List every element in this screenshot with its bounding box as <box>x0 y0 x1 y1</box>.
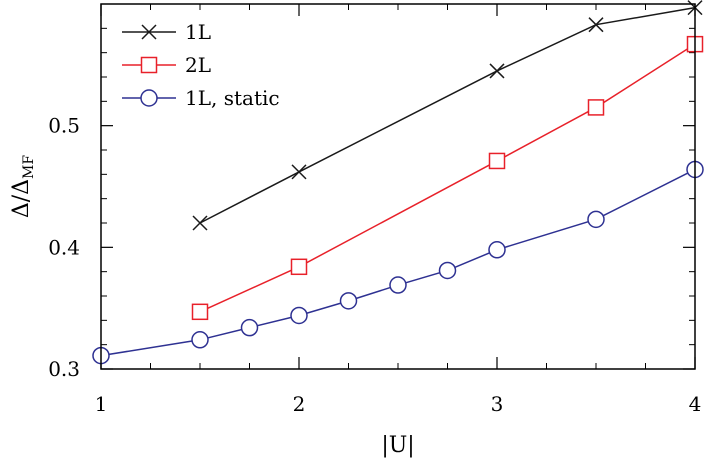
data-point-1l-stroke-b <box>192 215 208 231</box>
data-point-1l-static <box>339 292 358 310</box>
data-point-1l <box>588 17 604 33</box>
data-point-2l <box>587 99 605 116</box>
x-tick-label: 4 <box>689 392 702 416</box>
legend: 1L 2L 1L, static <box>122 20 280 110</box>
data-point-2l <box>290 258 308 276</box>
series-line-1l-static <box>100 168 696 357</box>
data-point-1l-stroke-b <box>588 17 604 33</box>
legend-marker-1l-stroke-b <box>141 24 157 40</box>
series-1l <box>192 0 703 231</box>
data-point-1l <box>489 63 505 79</box>
data-point-1l-static <box>587 210 605 229</box>
data-point-1l-stroke-b <box>489 63 505 79</box>
data-point-1l <box>291 164 307 180</box>
series-layer <box>92 0 704 365</box>
data-point-1l-static <box>191 331 209 349</box>
data-point-1l-static <box>240 318 259 337</box>
data-point-1l-static <box>488 241 506 259</box>
legend-marker-1l <box>141 24 157 40</box>
x-axis-label: |U| <box>381 433 414 458</box>
legend-item-2l: 2L <box>122 53 211 77</box>
legend-label-1l-static: 1L, static <box>185 86 280 110</box>
y-tick-label: 0.5 <box>48 114 80 138</box>
legend-label-1l: 1L <box>185 20 211 44</box>
legend-item-1l-static: 1L, static <box>122 86 280 110</box>
legend-marker-1l-static <box>140 89 158 107</box>
data-point-1l-static <box>290 306 308 325</box>
data-point-1l-stroke-b <box>291 164 307 180</box>
legend-label-2l: 2L <box>185 53 211 77</box>
x-tick-label: 3 <box>491 392 504 416</box>
series-2l <box>191 35 704 321</box>
y-tick-labels: 0.3 0.4 0.5 <box>48 114 80 381</box>
plot-frame <box>100 3 696 370</box>
x-tick-label: 1 <box>95 392 108 416</box>
x-tick-label: 2 <box>293 392 306 416</box>
series-line-1l <box>199 6 696 224</box>
y-tick-label: 0.4 <box>48 235 80 259</box>
x-tick-labels: 1 2 3 4 <box>95 392 702 416</box>
legend-marker-2l <box>140 56 158 74</box>
legend-item-1l: 1L <box>122 20 211 44</box>
minor-ticks <box>101 3 695 369</box>
data-point-1l-static <box>438 261 457 280</box>
data-point-1l-static <box>389 276 407 294</box>
series-1l-static <box>92 160 704 365</box>
data-point-2l <box>488 152 506 170</box>
y-tick-label: 0.3 <box>48 357 80 381</box>
y-axis-label-main: Δ/Δ <box>9 179 34 218</box>
data-point-1l <box>192 215 208 231</box>
data-point-2l <box>191 303 209 321</box>
y-axis-label-sub: MF <box>21 155 37 179</box>
y-axis-label: Δ/ΔMF <box>9 155 37 219</box>
